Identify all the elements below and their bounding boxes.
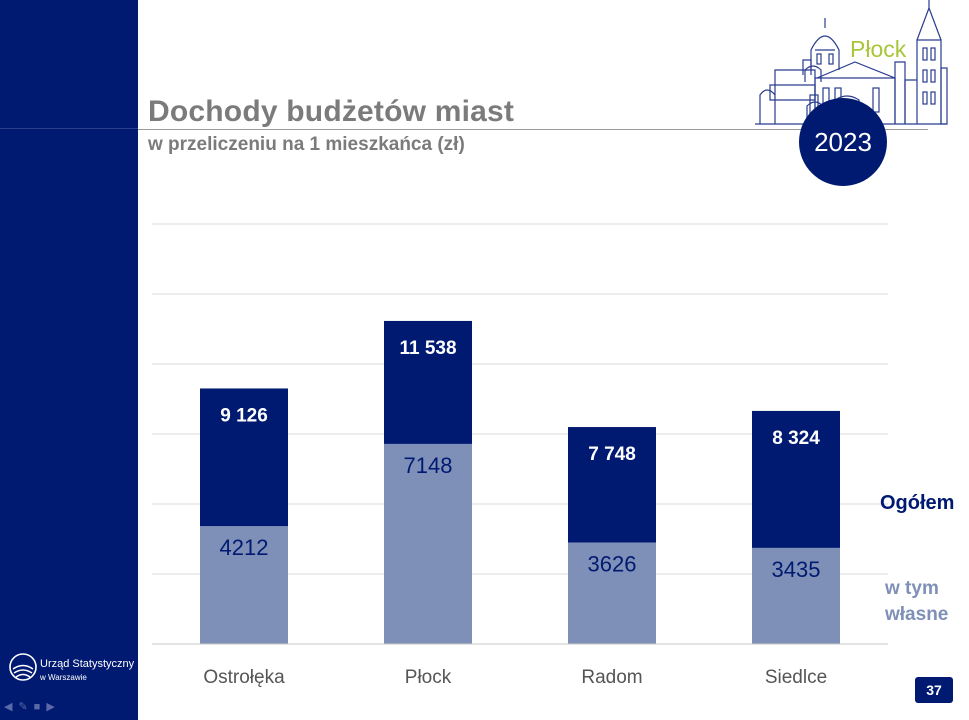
data-label-own: 7148 — [404, 453, 453, 478]
data-label-own: 3435 — [772, 557, 821, 582]
legend-own: w tym własne — [885, 578, 949, 625]
legend-total: Ogółem — [880, 492, 955, 514]
data-label-total: 11 538 — [399, 338, 456, 359]
page-number: 37 — [915, 677, 953, 703]
cathedral-illustration — [755, 0, 948, 125]
bar-own — [568, 542, 656, 644]
header-divider — [138, 129, 928, 130]
bar-own — [384, 443, 472, 644]
year-text: 2023 — [814, 127, 872, 157]
category-label: Płock — [405, 667, 452, 688]
data-label-total: 9 126 — [220, 405, 268, 426]
data-label-total: 8 324 — [772, 428, 820, 449]
office-logo-text: Urząd Statystyczny w Warszawie — [40, 658, 134, 684]
bar-own — [200, 526, 288, 644]
bar-own — [752, 547, 840, 644]
sidebar — [0, 0, 138, 720]
office-name: Urząd Statystyczny — [40, 658, 135, 670]
category-label: Siedlce — [765, 667, 827, 688]
data-label-own: 4212 — [220, 535, 269, 560]
category-label: Ostrołęka — [203, 667, 285, 688]
year-badge: 2023 — [799, 98, 887, 186]
category-label: Radom — [581, 667, 642, 688]
city-label: Płock — [850, 36, 907, 62]
office-location: w Warszawie — [40, 673, 87, 682]
sidebar-divider — [0, 128, 138, 129]
page-subtitle: w przeliczeniu na 1 mieszkańca (zł) — [148, 134, 465, 155]
office-logo-icon — [9, 653, 37, 681]
slide-nav-icons[interactable]: ◀✎■▶ — [4, 701, 61, 713]
page-title: Dochody budżetów miast — [148, 95, 515, 128]
data-label-own: 3626 — [588, 551, 637, 576]
data-label-total: 7 748 — [588, 444, 636, 465]
